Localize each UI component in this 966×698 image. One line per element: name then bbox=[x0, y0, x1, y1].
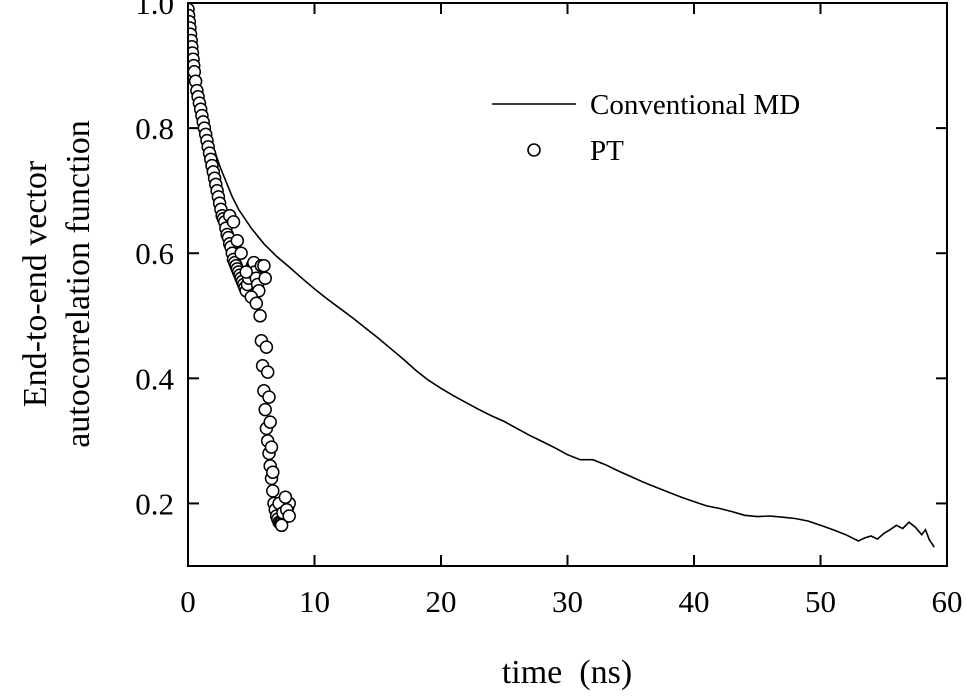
pt-data-point bbox=[249, 296, 264, 311]
legend-label-conventional-md: Conventional MD bbox=[590, 89, 800, 121]
y-tick-label: 0.4 bbox=[135, 361, 174, 396]
pt-data-point bbox=[282, 509, 296, 523]
pt-data-point bbox=[260, 365, 275, 379]
pt-data-point bbox=[257, 258, 271, 273]
pt-data-point bbox=[253, 309, 267, 323]
y-axis-title: End-to-end vector autocorrelation functi… bbox=[17, 120, 97, 448]
x-axis-ticks: 0 10 20 30 40 50 60 bbox=[180, 3, 963, 619]
y-tick-label: 0.8 bbox=[135, 111, 174, 146]
pt-data-point bbox=[263, 415, 277, 429]
pt-data-point bbox=[274, 518, 289, 533]
x-tick-label: 30 bbox=[552, 584, 583, 619]
pt-data-point bbox=[262, 390, 276, 404]
pt-data-point bbox=[258, 402, 272, 417]
y-tick-label: 0.6 bbox=[135, 236, 174, 271]
y-tick-label: 1.0 bbox=[135, 0, 174, 21]
x-tick-label: 40 bbox=[679, 584, 710, 619]
plot-area bbox=[188, 3, 935, 548]
series-markers-pt bbox=[188, 3, 296, 533]
legend-label-pt: PT bbox=[590, 135, 624, 167]
pt-data-point bbox=[266, 484, 280, 498]
x-tick-label: 50 bbox=[805, 584, 836, 619]
pt-data-point bbox=[239, 265, 253, 279]
pt-data-point bbox=[266, 465, 280, 479]
pt-data-point bbox=[278, 490, 293, 504]
pt-data-point bbox=[259, 340, 274, 354]
pt-data-point bbox=[258, 271, 272, 285]
x-tick-label: 10 bbox=[299, 584, 330, 619]
pt-data-point bbox=[226, 215, 241, 229]
pt-data-point bbox=[230, 233, 245, 248]
x-tick-label: 60 bbox=[932, 584, 963, 619]
y-axis-ticks: 0.2 0.4 0.6 0.8 1.0 bbox=[135, 0, 947, 521]
series-line-conventional-md bbox=[188, 3, 935, 548]
legend-swatch-pt bbox=[527, 143, 541, 157]
y-tick-label: 0.2 bbox=[135, 486, 174, 521]
y-axis-title-line-1: End-to-end vector bbox=[17, 160, 54, 407]
x-tick-label: 20 bbox=[426, 584, 457, 619]
y-axis-title-line-2: autocorrelation function bbox=[60, 120, 97, 448]
x-axis-title: time (ns) bbox=[502, 654, 632, 691]
pt-data-point bbox=[234, 246, 248, 260]
legend: Conventional MD PT bbox=[492, 89, 800, 167]
pt-data-point bbox=[264, 440, 279, 454]
plot-frame bbox=[187, 2, 948, 567]
x-tick-label: 0 bbox=[180, 584, 196, 619]
